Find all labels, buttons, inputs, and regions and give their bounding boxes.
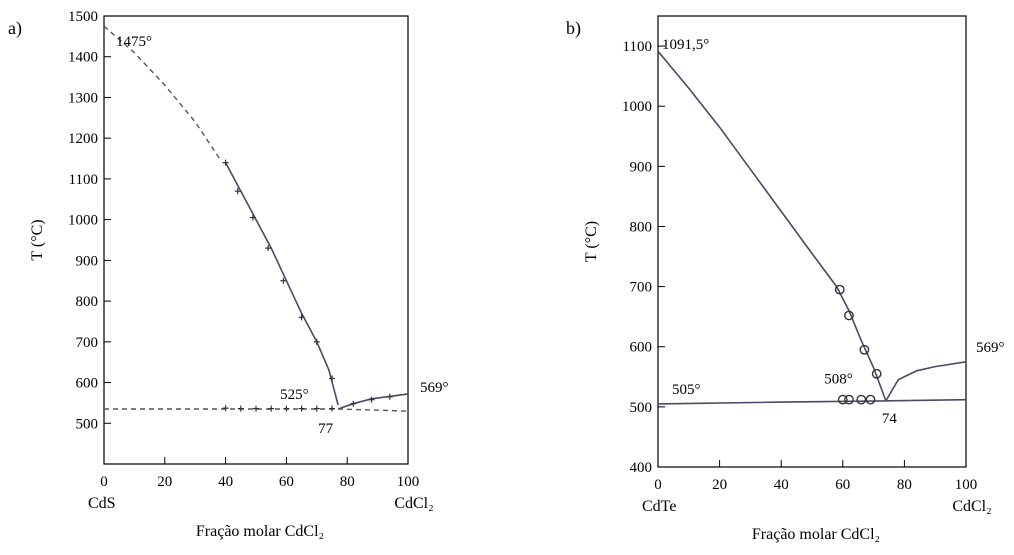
y-tick-label: 900 <box>630 159 653 175</box>
x-end-label-right: CdCl₂ <box>394 495 433 512</box>
annotation-label: 508° <box>824 372 853 388</box>
x-end-label-right: CdCl₂ <box>952 498 991 515</box>
x-tick-label: 0 <box>100 474 108 490</box>
panel-label: a) <box>8 18 22 39</box>
data-point-marker <box>268 405 275 412</box>
data-point-marker <box>844 394 854 405</box>
data-point-marker <box>329 405 335 412</box>
y-tick-label: 1000 <box>68 213 98 229</box>
x-tick-label: 20 <box>157 474 172 490</box>
x-tick-label: 40 <box>218 474 233 490</box>
annotation-label: 525° <box>280 387 309 403</box>
data-point-marker <box>280 277 287 284</box>
data-point-marker <box>222 405 229 412</box>
annotation-label: 74 <box>882 411 898 427</box>
x-tick-label: 40 <box>774 477 789 493</box>
y-tick-label: 600 <box>76 376 99 392</box>
x-end-label-left: CdTe <box>642 498 676 515</box>
annotation-label: 77 <box>318 421 334 437</box>
x-tick-label: 80 <box>340 474 355 490</box>
data-point-marker <box>298 405 305 412</box>
data-point-marker <box>253 405 259 412</box>
plot-frame <box>657 15 967 468</box>
data-point-marker <box>283 405 290 412</box>
y-tick-label: 900 <box>76 253 99 269</box>
data-point-marker <box>856 394 867 405</box>
annotation-label: 1091,5° <box>662 37 709 53</box>
x-tick-label: 80 <box>897 477 912 493</box>
data-point-marker <box>859 344 870 355</box>
x-tick-label: 20 <box>712 477 727 493</box>
data-point-marker <box>234 188 241 195</box>
y-axis-label: T (°C) <box>583 221 600 262</box>
data-point-marker <box>329 375 335 382</box>
y-tick-label: 500 <box>630 400 653 416</box>
data-point-marker <box>222 159 229 166</box>
y-tick-label: 1400 <box>68 50 98 66</box>
data-point-marker <box>350 400 357 407</box>
y-tick-label: 1200 <box>68 131 98 147</box>
panel-b-cdte-cdcl2: b) 400 500 600 700 800 900 1000 1100 0 20 40 60 80 100… <box>566 15 1005 543</box>
data-point-marker <box>865 394 876 405</box>
series-line-2 <box>657 398 967 405</box>
y-tick-label: 1000 <box>622 99 652 115</box>
data-point-marker <box>237 405 244 412</box>
y-tick-label: 1300 <box>68 90 98 106</box>
y-tick-label: 1100 <box>623 39 652 55</box>
series-line-1 <box>224 162 339 406</box>
annotation-label: 569° <box>420 380 449 396</box>
y-tick-label: 1100 <box>69 172 98 188</box>
x-tick-label: 60 <box>279 474 294 490</box>
x-end-label-left: CdS <box>88 495 116 512</box>
plot-frame <box>103 15 409 465</box>
data-point-marker <box>834 284 845 295</box>
y-axis-label: T (°C) <box>29 219 46 260</box>
x-axis-label: Fração molar CdCl₂ <box>752 526 880 543</box>
data-point-marker <box>313 405 320 412</box>
y-tick-label: 700 <box>76 335 99 351</box>
data-point-marker <box>844 310 854 321</box>
annotation-label: 505° <box>672 382 701 398</box>
y-tick-label: 600 <box>630 340 653 356</box>
series-line-0 <box>103 25 221 159</box>
x-tick-label: 100 <box>397 474 420 490</box>
y-tick-label: 500 <box>76 416 99 432</box>
y-tick-label: 700 <box>630 280 653 296</box>
panel-label: b) <box>566 18 581 39</box>
x-tick-label: 100 <box>955 477 978 493</box>
data-point-marker <box>249 214 256 221</box>
annotation-label: 569° <box>976 340 1005 356</box>
annotation-label: 1475° <box>116 34 152 50</box>
data-point-marker <box>265 245 272 252</box>
y-tick-label: 1500 <box>68 9 98 25</box>
data-point-marker <box>837 394 848 405</box>
y-tick-label: 400 <box>630 460 653 476</box>
y-tick-label: 800 <box>630 219 653 235</box>
data-point-marker <box>298 314 305 321</box>
x-tick-label: 0 <box>654 477 662 493</box>
series-line-1 <box>885 361 967 402</box>
panel-a-cds-cdcl2: a)50060070080090010001100120013001400150… <box>8 9 449 540</box>
x-tick-label: 60 <box>835 477 850 493</box>
series-line-2 <box>337 393 409 410</box>
data-point-marker <box>313 338 320 345</box>
data-point-marker <box>368 396 375 403</box>
x-axis-label: Fração molar CdCl₂ <box>196 523 324 540</box>
series-line-0 <box>657 50 887 402</box>
data-point-marker <box>386 393 393 400</box>
y-tick-label: 800 <box>76 294 99 310</box>
data-point-marker <box>871 368 882 379</box>
